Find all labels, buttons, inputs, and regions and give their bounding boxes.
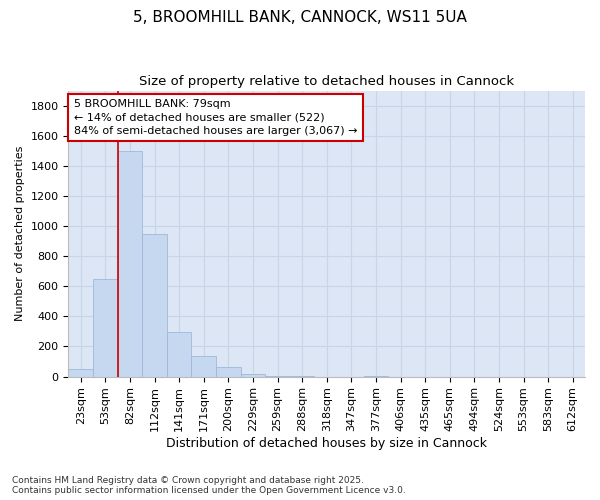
Bar xyxy=(216,367,241,376)
Bar xyxy=(167,332,191,376)
Bar xyxy=(241,374,265,376)
Y-axis label: Number of detached properties: Number of detached properties xyxy=(15,146,25,322)
X-axis label: Distribution of detached houses by size in Cannock: Distribution of detached houses by size … xyxy=(166,437,487,450)
Text: 5 BROOMHILL BANK: 79sqm
← 14% of detached houses are smaller (522)
84% of semi-d: 5 BROOMHILL BANK: 79sqm ← 14% of detache… xyxy=(74,99,357,136)
Bar xyxy=(142,234,167,376)
Bar xyxy=(118,151,142,376)
Bar xyxy=(93,278,118,376)
Bar xyxy=(191,356,216,376)
Bar xyxy=(68,369,93,376)
Text: 5, BROOMHILL BANK, CANNOCK, WS11 5UA: 5, BROOMHILL BANK, CANNOCK, WS11 5UA xyxy=(133,10,467,25)
Text: Contains HM Land Registry data © Crown copyright and database right 2025.
Contai: Contains HM Land Registry data © Crown c… xyxy=(12,476,406,495)
Title: Size of property relative to detached houses in Cannock: Size of property relative to detached ho… xyxy=(139,75,514,88)
